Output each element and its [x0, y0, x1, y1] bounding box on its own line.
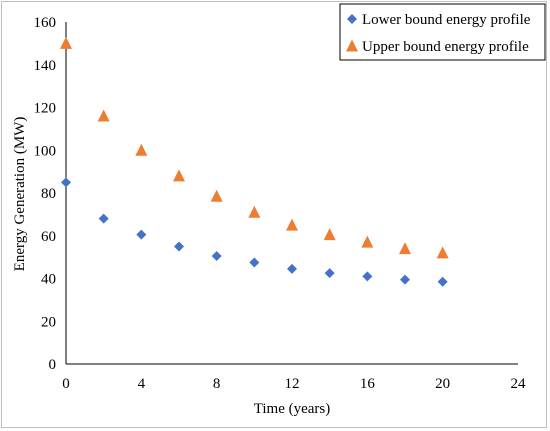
- y-tick-label: 120: [34, 101, 57, 117]
- data-point-upper-bound: [323, 228, 336, 241]
- data-point-upper-bound: [361, 235, 374, 248]
- y-tick-label: 60: [41, 229, 56, 245]
- data-point-lower-bound: [98, 213, 109, 224]
- y-tick-label: 140: [34, 58, 57, 74]
- x-tick-label: 20: [435, 376, 450, 392]
- legend-label-upper-bound: Upper bound energy profile: [362, 39, 529, 55]
- data-point-lower-bound: [249, 257, 260, 268]
- x-tick-label: 8: [213, 376, 221, 392]
- y-tick-label: 160: [34, 15, 57, 31]
- legend: Lower bound energy profile Upper bound e…: [339, 3, 546, 61]
- legend-label-lower-bound: Lower bound energy profile: [362, 12, 531, 28]
- data-point-upper-bound: [135, 143, 148, 156]
- data-point-lower-bound: [400, 274, 410, 285]
- legend-marker-upper-bound: [346, 39, 358, 52]
- x-tick-label: 0: [62, 376, 70, 392]
- x-tick-label: 16: [360, 376, 376, 392]
- data-point-upper-bound: [97, 109, 110, 122]
- data-point-lower-bound: [287, 263, 297, 274]
- y-tick-labels: 0 20 40 60 80 100 120 140 160: [34, 15, 57, 373]
- y-axis-title: Energy Generation (MW): [12, 117, 28, 272]
- y-tick-label: 80: [41, 186, 56, 202]
- data-point-lower-bound: [324, 268, 335, 279]
- y-tick-label: 40: [41, 272, 56, 288]
- y-tick-label: 20: [41, 314, 56, 330]
- y-tick-label: 0: [49, 357, 57, 373]
- x-axis-title: Time (years): [254, 401, 331, 417]
- x-tick-label: 12: [285, 376, 300, 392]
- data-point-lower-bound: [437, 276, 448, 287]
- data-point-lower-bound: [362, 271, 373, 282]
- data-point-upper-bound: [248, 205, 261, 218]
- x-tick-label: 4: [138, 376, 146, 392]
- data-point-lower-bound: [211, 251, 222, 262]
- y-tick-label: 100: [34, 143, 57, 159]
- data-point-lower-bound: [61, 177, 71, 188]
- data-point-lower-bound: [174, 241, 184, 252]
- data-point-upper-bound: [60, 36, 72, 49]
- legend-marker-lower-bound: [347, 14, 357, 24]
- legend-box: [339, 3, 546, 61]
- x-tick-labels: 0 4 8 12 16 20 24: [62, 376, 526, 392]
- data-point-upper-bound: [399, 242, 411, 255]
- data-point-upper-bound: [173, 169, 185, 182]
- data-point-lower-bound: [136, 229, 147, 240]
- data-point-upper-bound: [436, 246, 449, 259]
- data-point-upper-bound: [210, 189, 223, 202]
- data-points: [60, 36, 449, 287]
- x-tick-label: 24: [511, 376, 527, 392]
- data-point-upper-bound: [286, 218, 298, 231]
